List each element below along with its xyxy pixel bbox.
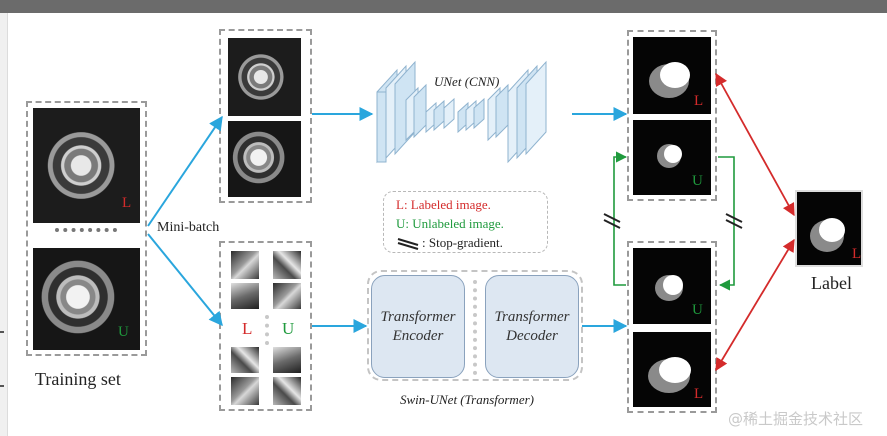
- image-patch: [231, 377, 259, 405]
- image-patch: [231, 347, 259, 373]
- training-image-unlabeled: [33, 248, 140, 350]
- output-mark-1: L: [694, 93, 704, 109]
- left-edge-strip: [0, 13, 8, 436]
- label-text: Label: [811, 273, 852, 293]
- encoder-decoder-separator: [473, 280, 477, 375]
- training-set-label: Training set: [35, 369, 121, 389]
- patch-unlabeled-mark: U: [282, 319, 295, 338]
- image-patch: [231, 283, 259, 309]
- segmentation-mask: [648, 357, 691, 393]
- mini-batch-label: Mini-batch: [157, 220, 220, 235]
- blue-flow-arrows: [312, 107, 628, 333]
- mini-batch-arrows: [147, 115, 223, 327]
- green-cross-arrows: [613, 151, 735, 291]
- cnn-output-labeled: [631, 35, 713, 116]
- image-patch: [273, 251, 301, 279]
- stop-gradient-icon: [397, 238, 419, 250]
- legend-box: L: Labeled image. U: Unlabeled image. : …: [383, 191, 548, 253]
- stop-gradient-marks: [603, 213, 743, 229]
- segmentation-mask: [655, 275, 683, 301]
- segmentation-mask: [810, 218, 845, 252]
- legend-labeled: L: Labeled image.: [396, 197, 491, 212]
- training-unlabeled-mark: U: [118, 324, 129, 340]
- transformer-output-labeled: [631, 330, 713, 409]
- cnn-input-unlabeled-image: [228, 121, 301, 197]
- cnn-input-box: [219, 29, 312, 203]
- legend-stop-gradient-text: : Stop-gradient.: [422, 235, 503, 250]
- unet-title: UNet (CNN): [434, 74, 500, 89]
- training-set-box: L U: [26, 101, 147, 356]
- image-patch: [273, 377, 301, 405]
- segmentation-mask: [649, 62, 690, 98]
- ellipsis-dots: [55, 228, 117, 232]
- patch-separator: [265, 315, 269, 345]
- cnn-output-unlabeled: [631, 118, 713, 197]
- edge-mark: [0, 331, 4, 333]
- training-labeled-mark: L: [122, 195, 132, 211]
- transformer-decoder: Transformer Decoder: [485, 275, 579, 378]
- output-mark-3: U: [692, 302, 703, 318]
- label-mark: L: [852, 246, 862, 262]
- cnn-input-labeled-image: [228, 38, 301, 116]
- watermark: @稀土掘金技术社区: [728, 410, 864, 428]
- image-patch: [273, 347, 301, 373]
- image-patch: [273, 283, 301, 309]
- training-image-labeled: [33, 108, 140, 223]
- swin-unet-title: Swin-UNet (Transformer): [400, 392, 534, 407]
- edge-mark: [0, 385, 4, 387]
- output-mark-4: L: [694, 386, 704, 402]
- red-supervision-arrows: [715, 72, 795, 372]
- transformer-encoder: Transformer Encoder: [371, 275, 465, 378]
- image-patch: [231, 251, 259, 279]
- window-top-bar: [0, 0, 887, 13]
- ground-truth-label-image: [795, 190, 863, 267]
- unet-cnn-blocks: [376, 60, 547, 164]
- output-mark-2: U: [692, 173, 703, 189]
- patch-labeled-mark: L: [242, 319, 253, 338]
- transformer-output-unlabeled: [631, 246, 713, 326]
- segmentation-mask: [657, 144, 682, 168]
- legend-stop-gradient: : Stop-gradient.: [396, 233, 547, 252]
- legend-unlabeled: U: Unlabeled image.: [396, 216, 504, 231]
